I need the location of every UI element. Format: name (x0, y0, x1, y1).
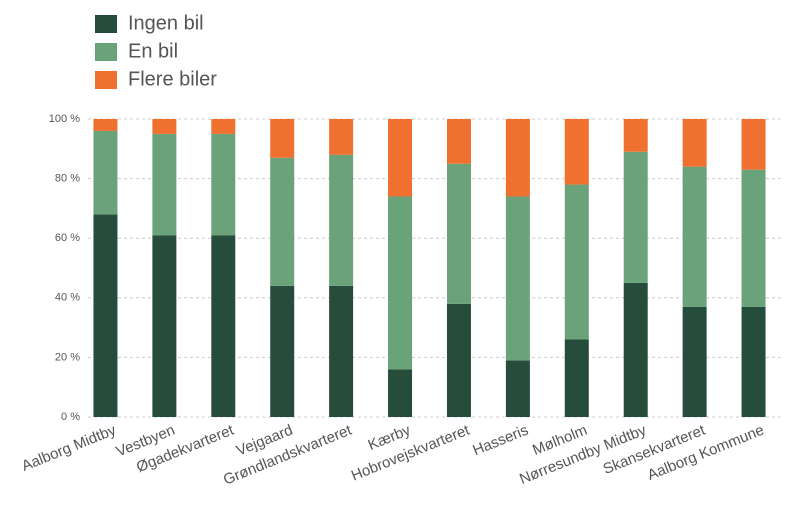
bar-segment (682, 119, 707, 167)
bar-segment (564, 339, 589, 417)
legend-swatch (95, 15, 117, 33)
bar-segment (329, 119, 354, 155)
bar-segment (388, 196, 413, 370)
bar-segment (741, 169, 766, 307)
bar-segment (623, 119, 648, 152)
legend-label: En bil (128, 40, 178, 62)
legend-swatch (95, 71, 117, 89)
x-tick-label: Hobrovejskvarteret (349, 421, 473, 484)
bar-segment (446, 303, 471, 417)
bar-segment (682, 166, 707, 307)
bar-segment (211, 235, 236, 417)
bar-segment (270, 157, 295, 286)
bar-segment (211, 119, 236, 134)
bar-segment (152, 119, 177, 134)
bar-segment (505, 196, 530, 361)
bar-segment (623, 282, 648, 417)
x-tick-label: Aalborg Midtby (19, 421, 119, 474)
legend-label: Ingen bil (128, 12, 204, 34)
x-tick-label: Hasseris (470, 422, 530, 460)
bar-segment (505, 360, 530, 417)
y-tick-label: 20 % (55, 351, 80, 363)
bar-segment (152, 235, 177, 417)
y-tick-label: 100 % (49, 113, 80, 125)
bar-segment (329, 154, 354, 286)
bar-segment (682, 306, 707, 417)
bar-segment (505, 119, 530, 197)
bar-segment (623, 151, 648, 283)
bar-segment (152, 133, 177, 236)
bar-segment (93, 119, 118, 131)
bar-segment (93, 214, 118, 417)
bar-segment (564, 119, 589, 185)
y-tick-label: 0 % (61, 411, 80, 423)
bar-segment (270, 285, 295, 417)
bar-segment (446, 119, 471, 164)
bar-segment (388, 369, 413, 417)
bar-segment (93, 130, 118, 215)
bar-segment (388, 119, 413, 197)
legend-swatch (95, 43, 117, 61)
y-tick-label: 40 % (55, 292, 80, 304)
bar-segment (741, 306, 766, 417)
bar-segment (446, 163, 471, 304)
bar-segment (270, 119, 295, 158)
bar-segment (329, 285, 354, 417)
bar-segment (211, 133, 236, 236)
y-tick-label: 80 % (55, 173, 80, 185)
y-tick-label: 60 % (55, 232, 80, 244)
legend-label: Flere biler (128, 68, 217, 90)
bar-segment (564, 184, 589, 340)
bar-segment (741, 119, 766, 170)
